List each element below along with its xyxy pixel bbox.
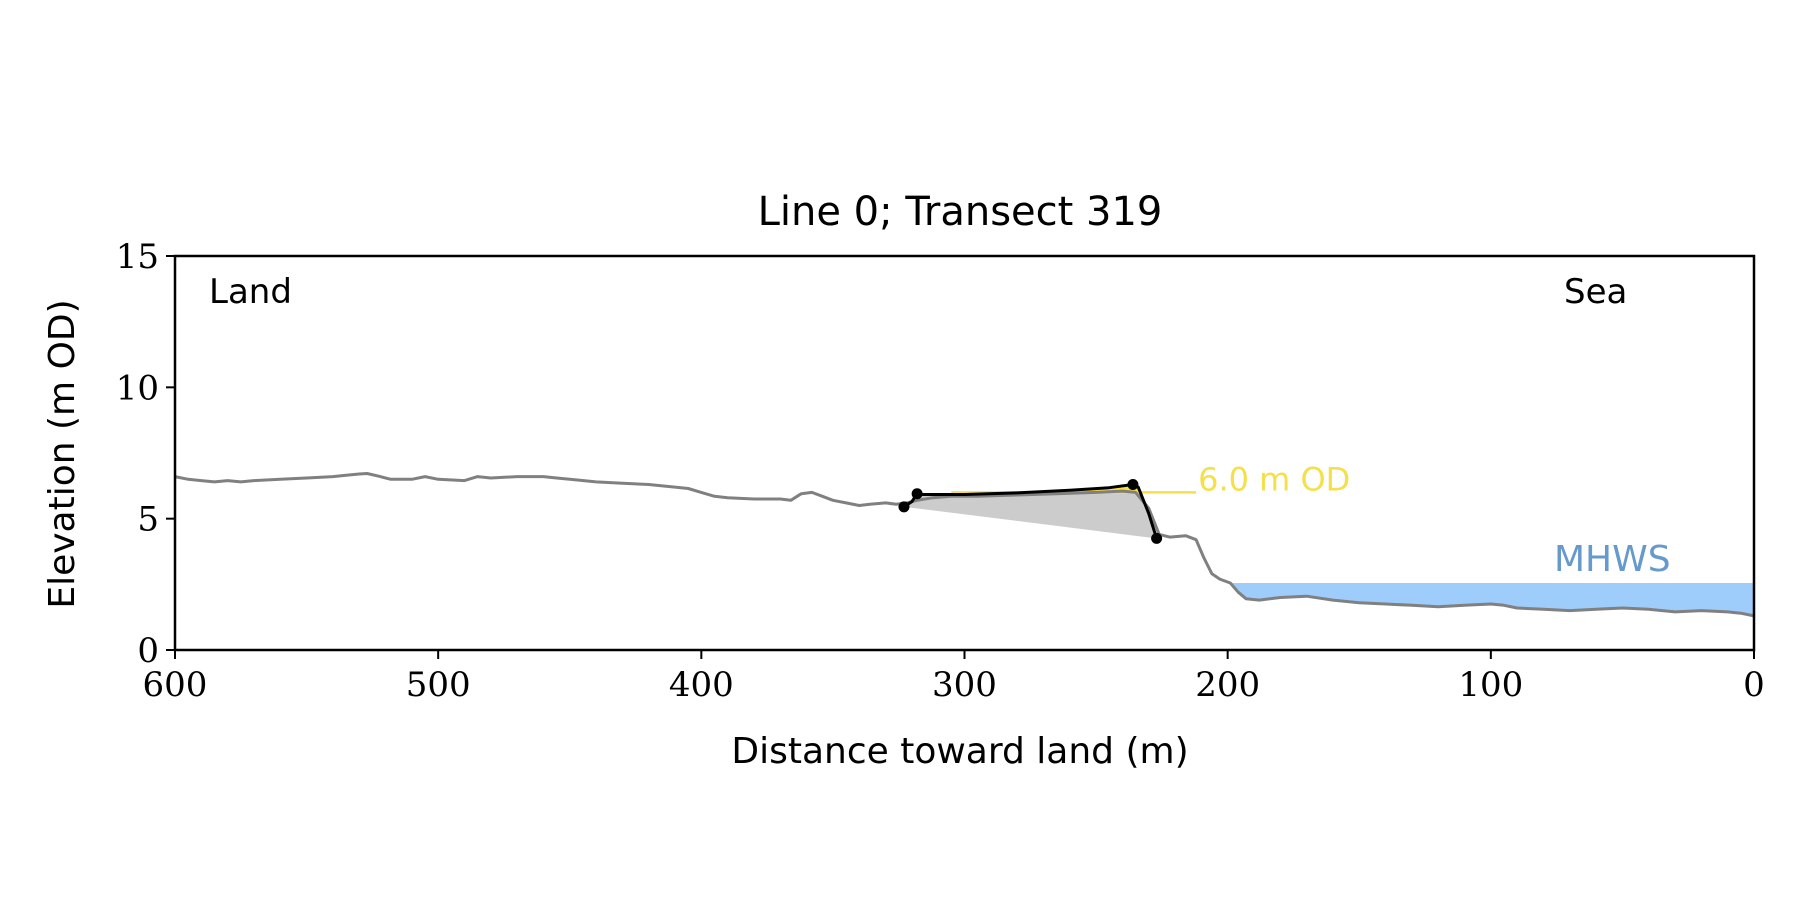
x-tick-label-2: 400	[669, 665, 734, 705]
x-tick-label-5: 100	[1458, 665, 1523, 705]
dune-point-marker-2	[1127, 479, 1139, 491]
x-tick-label-1: 500	[406, 665, 471, 705]
y-tick-label-0: 0	[137, 631, 159, 671]
dune-volume-fill	[904, 484, 1157, 539]
x-axis-ticks: 600 500 400 300 200 100 0	[143, 650, 1765, 705]
reference-level-annotation: 6.0 m OD	[1198, 460, 1350, 498]
x-tick-label-6: 0	[1743, 665, 1765, 705]
land-annotation: Land	[209, 272, 292, 312]
mhws-annotation: MHWS	[1554, 539, 1671, 580]
y-tick-label-3: 15	[116, 237, 159, 277]
dune-point-marker-1	[911, 488, 923, 500]
dune-point-marker-0	[898, 501, 910, 513]
y-tick-label-1: 5	[137, 500, 159, 540]
x-tick-label-4: 200	[1195, 665, 1260, 705]
transect-profile-line	[174, 472, 1755, 618]
sea-annotation: Sea	[1564, 272, 1627, 312]
y-axis-ticks: 0 5 10 15	[116, 237, 175, 671]
y-tick-label-2: 10	[116, 368, 159, 408]
dune-point-marker-3	[1151, 532, 1163, 544]
chart-markers	[898, 479, 1163, 544]
y-axis-label: Elevation (m OD)	[42, 299, 83, 608]
chart-title: Line 0; Transect 319	[758, 189, 1163, 235]
x-tick-label-3: 300	[932, 665, 997, 705]
x-tick-label-0: 600	[143, 665, 208, 705]
x-axis-label: Distance toward land (m)	[731, 731, 1188, 772]
